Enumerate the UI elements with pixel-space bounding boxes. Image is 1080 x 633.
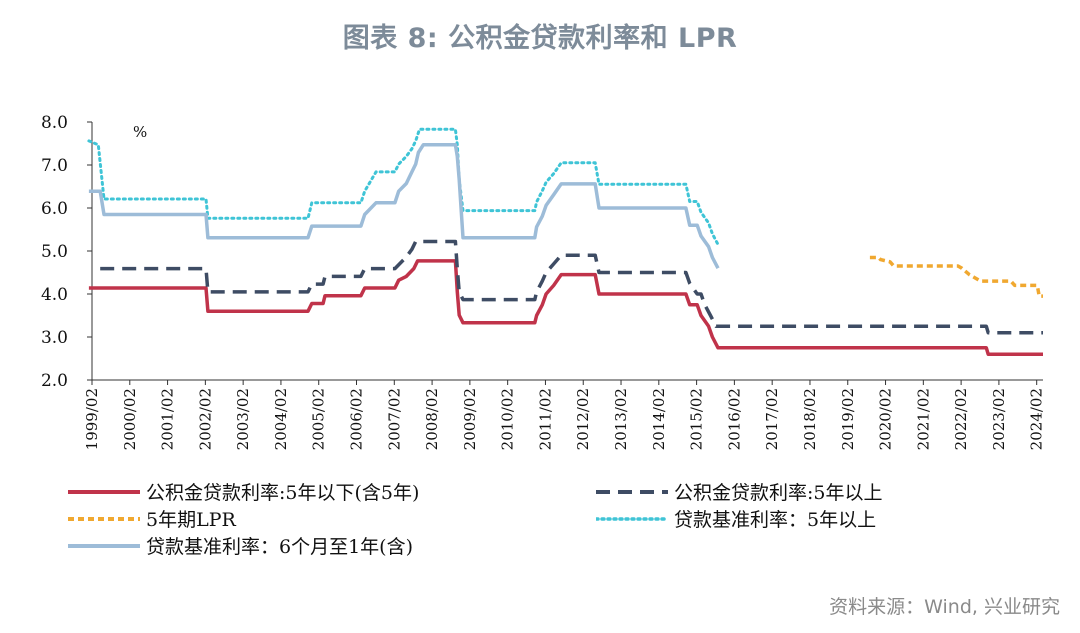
legend-item-benchmark-long: 贷款基准利率：5年以上 xyxy=(596,505,876,532)
x-tick-label: 2014/02 xyxy=(650,388,668,450)
legend-item-gjj-long: 公积金贷款利率:5年以上 xyxy=(596,478,883,505)
x-tick-label: 2015/02 xyxy=(688,388,706,450)
x-tick-label: 2011/02 xyxy=(536,388,554,450)
x-tick-label: 2022/02 xyxy=(952,388,970,450)
legend-item-benchmark-short: 贷款基准利率：6个月至1年(含) xyxy=(68,532,413,559)
y-tick-label: 6.0 xyxy=(41,199,68,219)
x-tick-label: 2018/02 xyxy=(801,388,819,450)
x-tick-label: 2004/02 xyxy=(272,388,290,450)
x-tick-label: 2019/02 xyxy=(839,388,857,450)
x-tick-label: 2002/02 xyxy=(196,388,214,450)
y-tick-label: 5.0 xyxy=(41,242,68,262)
series-line-1 xyxy=(100,239,1043,335)
y-tick-label: 4.0 xyxy=(41,285,68,305)
x-tick-label: 2003/02 xyxy=(234,388,252,450)
x-tick-label: 2013/02 xyxy=(612,388,630,450)
y-tick-label: 3.0 xyxy=(41,328,68,348)
series-line-4 xyxy=(88,143,720,270)
legend-label-benchmark-long: 贷款基准利率：5年以上 xyxy=(674,509,877,531)
legend-label-lpr: 5年期LPR xyxy=(146,509,236,531)
x-tick-label: 2005/02 xyxy=(310,388,328,450)
legend-swatch-benchmark-long xyxy=(596,516,668,521)
axes: 2.0 3.0 4.0 5.0 6.0 7.0 8.0 % 1999/02 2000/02 2001… xyxy=(41,113,1046,450)
series-line-2 xyxy=(869,255,1043,298)
legend-swatch-gjj-short xyxy=(68,489,140,494)
x-tick-label: 2007/02 xyxy=(385,388,403,450)
x-tick-label: 2021/02 xyxy=(914,388,932,450)
y-tick-label: 8.0 xyxy=(41,113,68,133)
legend-item-lpr: 5年期LPR xyxy=(68,505,236,532)
x-tick-label: 2009/02 xyxy=(461,388,479,450)
x-tick-label: 2012/02 xyxy=(574,388,592,450)
series-layer xyxy=(87,127,1043,356)
legend-label-benchmark-short: 贷款基准利率：6个月至1年(含) xyxy=(146,536,414,558)
y-tick-label: 7.0 xyxy=(41,156,68,176)
source-note: 资料来源：Wind, 兴业研究 xyxy=(829,596,1060,618)
series-line-0 xyxy=(88,259,1043,356)
x-tick-label: 2017/02 xyxy=(763,388,781,450)
x-tick-label: 2023/02 xyxy=(990,388,1008,450)
x-tick-label: 2024/02 xyxy=(1028,388,1046,450)
legend-item-gjj-short: 公积金贷款利率:5年以下(含5年) xyxy=(68,478,419,505)
legend-label-gjj-short: 公积金贷款利率:5年以下(含5年) xyxy=(146,482,420,504)
chart-title: 图表 8: 公积金贷款利率和 LPR xyxy=(342,23,738,54)
legend-swatch-benchmark-short xyxy=(68,543,140,548)
x-tick-label: 2010/02 xyxy=(499,388,517,450)
x-tick-label: 1999/02 xyxy=(83,388,101,450)
x-tick-label: 2006/02 xyxy=(348,388,366,450)
x-tick-label: 2001/02 xyxy=(159,388,177,450)
legend-swatch-gjj-long xyxy=(596,489,668,494)
x-tick-label: 2016/02 xyxy=(725,388,743,450)
y-tick-label: 2.0 xyxy=(41,371,68,391)
y-unit-label: % xyxy=(133,123,147,141)
legend-label-gjj-long: 公积金贷款利率:5年以上 xyxy=(674,482,883,504)
legend-swatch-lpr xyxy=(68,516,140,521)
series-line-3 xyxy=(87,127,720,246)
x-tick-label: 2020/02 xyxy=(877,388,895,450)
x-tick-label: 2000/02 xyxy=(121,388,139,450)
x-tick-label: 2008/02 xyxy=(423,388,441,450)
